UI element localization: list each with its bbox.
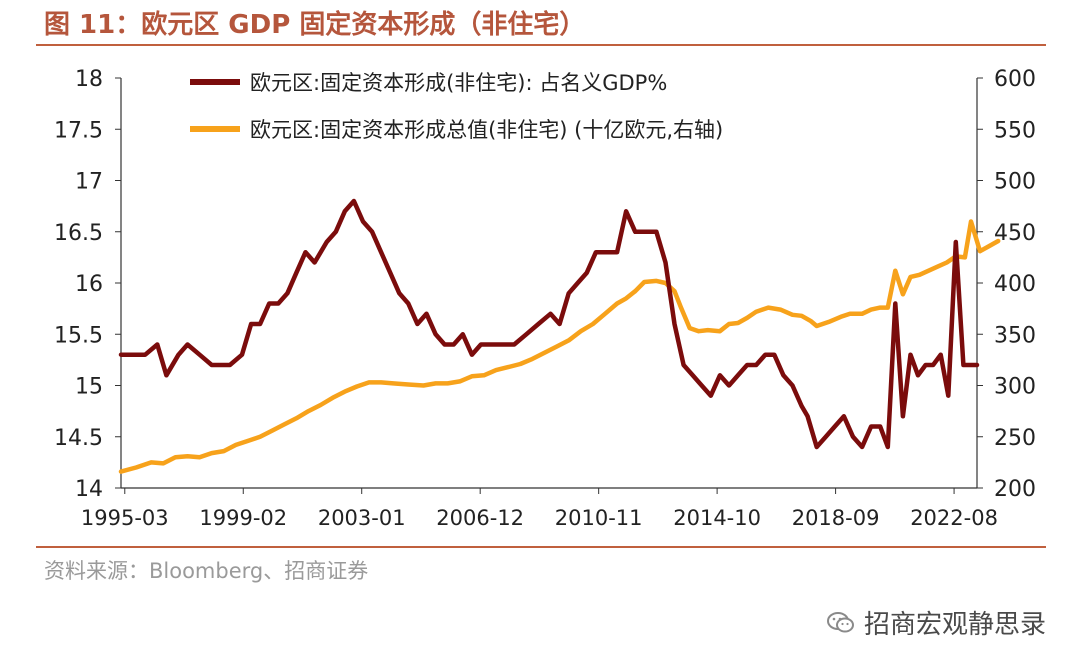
wechat-icon xyxy=(826,611,854,632)
x-tick-label: 2018-09 xyxy=(792,506,880,530)
series-line-share-of-gdp xyxy=(118,198,980,450)
y-left-tick-label: 16 xyxy=(75,272,103,297)
watermark: 招商宏观静思录 xyxy=(826,604,1046,641)
source-rule xyxy=(36,546,1046,548)
watermark-text: 招商宏观静思录 xyxy=(863,610,1046,640)
legend-label-right-series: 欧元区:固定资本形成总值(非住宅) (十亿欧元,右轴) xyxy=(250,118,723,142)
series-line-total-value xyxy=(118,219,1001,474)
y-left-tick-label: 17.5 xyxy=(54,118,103,143)
y-right-tick-label: 200 xyxy=(994,477,1036,502)
y-right-tick-label: 550 xyxy=(994,118,1036,143)
y-left-tick-label: 14.5 xyxy=(54,426,103,451)
y-right-tick-label: 500 xyxy=(994,170,1036,195)
x-tick-label: 2003-01 xyxy=(318,506,406,530)
x-tick-label: 1995-03 xyxy=(81,506,169,530)
y-left-tick-label: 16.5 xyxy=(54,221,103,246)
y-right-tick-label: 250 xyxy=(994,426,1036,451)
y-left-tick-label: 15 xyxy=(75,375,103,400)
y-right-tick-label: 450 xyxy=(994,221,1036,246)
figure-title: 图 11：欧元区 GDP 固定资本形成（非住宅） xyxy=(44,10,586,40)
x-tick-label: 1999-02 xyxy=(199,506,287,530)
chart-axes: 14 14.5 15 15.5 16 16.5 17 17.5 18 200 250 300 350 40… xyxy=(54,67,1036,530)
y-right-tick-label: 400 xyxy=(994,272,1036,297)
y-left-tick-label: 15.5 xyxy=(54,323,103,348)
chart-legend: 欧元区:固定资本形成(非住宅): 占名义GDP% 欧元区:固定资本形成总值(非住… xyxy=(190,71,723,142)
x-tick-label: 2010-11 xyxy=(555,506,643,530)
source-note: 资料来源：Bloomberg、招商证券 xyxy=(44,559,369,583)
y-right-tick-label: 600 xyxy=(994,67,1036,92)
y-left-tick-label: 14 xyxy=(75,477,103,502)
title-rule xyxy=(36,44,1046,46)
x-tick-label: 2006-12 xyxy=(436,506,524,530)
x-tick-label: 2014-10 xyxy=(673,506,761,530)
y-right-tick-label: 350 xyxy=(994,323,1036,348)
y-left-tick-label: 17 xyxy=(75,170,103,195)
x-tick-label: 2022-08 xyxy=(910,506,998,530)
series-layer xyxy=(118,198,1001,474)
y-left-tick-label: 18 xyxy=(75,67,103,92)
y-right-tick-label: 300 xyxy=(994,375,1036,400)
line-chart: 14 14.5 15 15.5 16 16.5 17 17.5 18 200 250 300 350 40… xyxy=(54,67,1036,530)
legend-label-left-series: 欧元区:固定资本形成(非住宅): 占名义GDP% xyxy=(250,71,667,95)
